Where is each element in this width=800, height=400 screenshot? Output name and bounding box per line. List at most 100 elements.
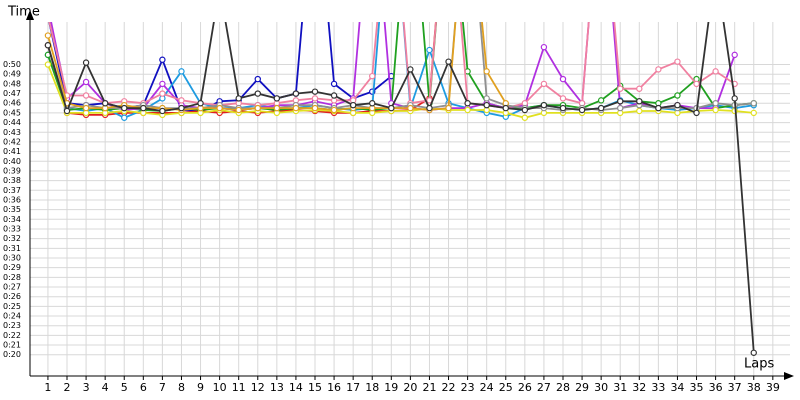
point [750, 349, 757, 356]
point [559, 95, 567, 102]
point [712, 100, 719, 107]
y-tick-label: 0:50 [3, 60, 21, 69]
point [731, 95, 738, 102]
point [521, 114, 529, 121]
point [82, 78, 90, 86]
x-tick-label: 1 [44, 381, 51, 394]
y-tick-label: 0:47 [3, 89, 21, 98]
point [45, 14, 50, 19]
x-tick-label: 21 [422, 381, 436, 394]
point [597, 97, 605, 104]
point [617, 98, 624, 105]
point [502, 104, 509, 112]
plot-area [44, 4, 757, 356]
x-tick-label: 37 [728, 381, 742, 394]
point [464, 106, 471, 114]
x-tick-label: 30 [594, 381, 608, 394]
point [369, 100, 376, 107]
x-axis-arrow [784, 372, 794, 380]
point [559, 75, 567, 83]
point [178, 104, 185, 112]
point [216, 104, 223, 112]
x-tick-label: 19 [384, 381, 398, 394]
point [292, 104, 300, 112]
x-tick-label: 18 [365, 381, 379, 394]
x-tick-label: 17 [346, 381, 360, 394]
y-tick-label: 0:25 [3, 302, 21, 311]
point [121, 114, 128, 121]
x-tick-label: 16 [327, 381, 341, 394]
y-tick-label: 0:30 [3, 254, 21, 263]
point [140, 104, 147, 112]
point [712, 106, 719, 114]
point [44, 61, 52, 68]
point [540, 101, 548, 109]
y-tick-label: 0:32 [3, 234, 21, 243]
point [445, 104, 452, 112]
point [388, 104, 395, 112]
point [674, 101, 681, 109]
y-tick-label: 0:44 [3, 118, 21, 127]
x-tick-label: 13 [270, 381, 284, 394]
series-line [47, 22, 754, 119]
x-tick-label: 32 [632, 381, 646, 394]
point [45, 14, 50, 19]
y-tick-label: 0:46 [3, 99, 21, 108]
ticks: 0:200:210:220:230:240:250:260:270:280:29… [3, 60, 780, 394]
point [178, 68, 185, 75]
point [655, 66, 662, 73]
point [750, 109, 757, 117]
point [636, 85, 643, 92]
y-tick-label: 0:27 [3, 283, 21, 292]
point [540, 80, 548, 88]
y-tick-label: 0:31 [3, 244, 21, 253]
x-tick-label: 35 [690, 381, 704, 394]
y-tick-label: 0:40 [3, 157, 21, 166]
point [426, 104, 433, 112]
point [540, 43, 548, 51]
y-tick-label: 0:45 [3, 108, 21, 117]
point [273, 104, 281, 112]
point [636, 98, 643, 105]
point [311, 95, 319, 102]
y-tick-label: 0:28 [3, 273, 21, 282]
x-tick-label: 34 [670, 381, 684, 394]
point [273, 95, 281, 102]
x-tick-label: 38 [747, 381, 761, 394]
x-tick-label: 15 [308, 381, 322, 394]
point [426, 46, 433, 54]
point [254, 90, 261, 97]
x-tick-label: 12 [251, 381, 265, 394]
point [159, 90, 166, 97]
y-tick-label: 0:48 [3, 79, 21, 88]
y-tick-label: 0:39 [3, 166, 21, 175]
point [693, 109, 700, 117]
x-tick-label: 14 [289, 381, 303, 394]
point [617, 104, 624, 112]
point [235, 106, 242, 114]
point [617, 85, 624, 92]
point [254, 104, 261, 112]
point [330, 106, 338, 114]
point [521, 106, 529, 114]
point [559, 104, 567, 112]
x-tick-label: 8 [178, 381, 185, 394]
point [693, 80, 700, 88]
grid [30, 22, 790, 376]
point [483, 101, 490, 109]
point [45, 4, 50, 9]
point [483, 68, 490, 75]
point [44, 32, 52, 39]
x-tick-label: 23 [461, 381, 475, 394]
series-line [47, 22, 755, 353]
point [369, 72, 376, 80]
x-tick-label: 33 [651, 381, 665, 394]
point [121, 104, 128, 112]
y-axis-arrow [26, 10, 34, 20]
point [82, 104, 90, 112]
x-tick-label: 3 [83, 381, 90, 394]
point [82, 92, 90, 99]
y-tick-label: 0:26 [3, 292, 21, 301]
point [407, 104, 414, 112]
